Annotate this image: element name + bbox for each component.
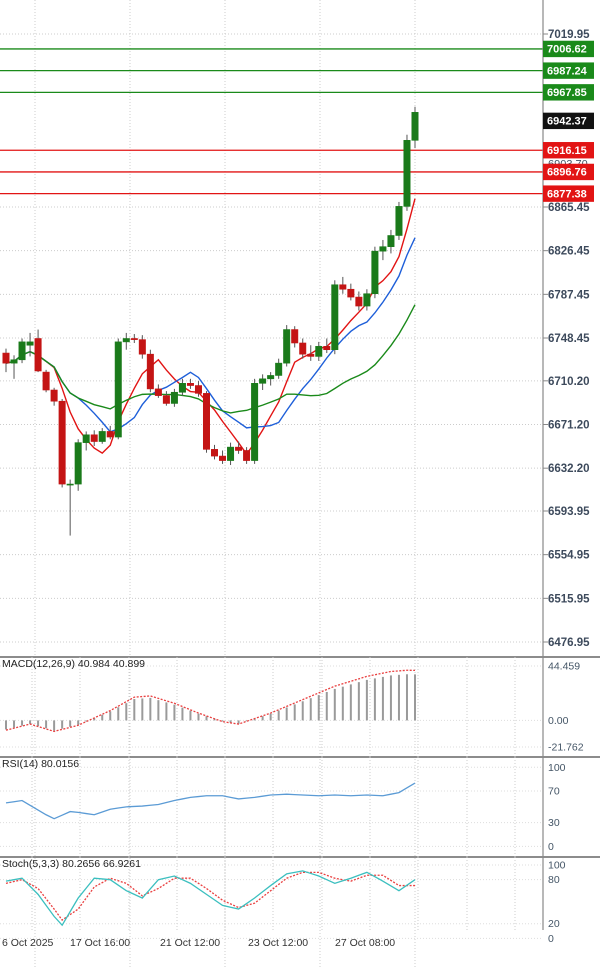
svg-text:6942.37: 6942.37 — [547, 116, 587, 128]
svg-text:6554.95: 6554.95 — [548, 550, 590, 562]
svg-text:Stoch(5,3,3) 80.2656 66.9261: Stoch(5,3,3) 80.2656 66.9261 — [2, 858, 141, 870]
svg-text:6865.45: 6865.45 — [548, 202, 590, 214]
svg-text:RSI(14) 80.0156: RSI(14) 80.0156 — [2, 758, 79, 770]
svg-text:100: 100 — [548, 860, 566, 872]
svg-text:21 Oct 12:00: 21 Oct 12:00 — [160, 937, 220, 949]
svg-text:20: 20 — [548, 918, 560, 930]
svg-text:MACD(12,26,9) 40.984 40.899: MACD(12,26,9) 40.984 40.899 — [2, 658, 145, 670]
svg-text:6987.24: 6987.24 — [547, 65, 588, 77]
svg-text:6787.45: 6787.45 — [548, 289, 590, 301]
svg-text:30: 30 — [548, 817, 560, 829]
svg-text:80: 80 — [548, 874, 560, 886]
svg-text:0.00: 0.00 — [548, 715, 569, 727]
svg-text:6476.95: 6476.95 — [548, 637, 590, 649]
svg-text:0: 0 — [548, 841, 554, 853]
svg-text:44.459: 44.459 — [548, 661, 580, 673]
svg-text:70: 70 — [548, 786, 560, 798]
svg-text:6826.45: 6826.45 — [548, 246, 590, 258]
svg-text:6671.20: 6671.20 — [548, 420, 590, 432]
svg-text:0: 0 — [548, 933, 554, 945]
svg-text:17 Oct 16:00: 17 Oct 16:00 — [70, 937, 130, 949]
svg-text:7006.62: 7006.62 — [547, 44, 587, 56]
svg-text:23 Oct 12:00: 23 Oct 12:00 — [248, 937, 308, 949]
svg-text:6748.45: 6748.45 — [548, 333, 590, 345]
svg-text:6896.76: 6896.76 — [547, 167, 587, 179]
svg-text:6593.95: 6593.95 — [548, 506, 590, 518]
svg-text:7019.95: 7019.95 — [548, 29, 590, 41]
svg-text:6710.20: 6710.20 — [548, 376, 590, 388]
svg-text:6515.95: 6515.95 — [548, 593, 590, 605]
svg-text:27 Oct 08:00: 27 Oct 08:00 — [335, 937, 395, 949]
svg-text:6 Oct 2025: 6 Oct 2025 — [2, 937, 54, 949]
svg-text:6632.20: 6632.20 — [548, 463, 590, 475]
svg-text:6916.15: 6916.15 — [547, 145, 587, 157]
svg-text:-21.762: -21.762 — [548, 742, 584, 754]
svg-text:6967.85: 6967.85 — [547, 87, 587, 99]
svg-text:6877.38: 6877.38 — [547, 188, 587, 200]
svg-text:100: 100 — [548, 762, 566, 774]
